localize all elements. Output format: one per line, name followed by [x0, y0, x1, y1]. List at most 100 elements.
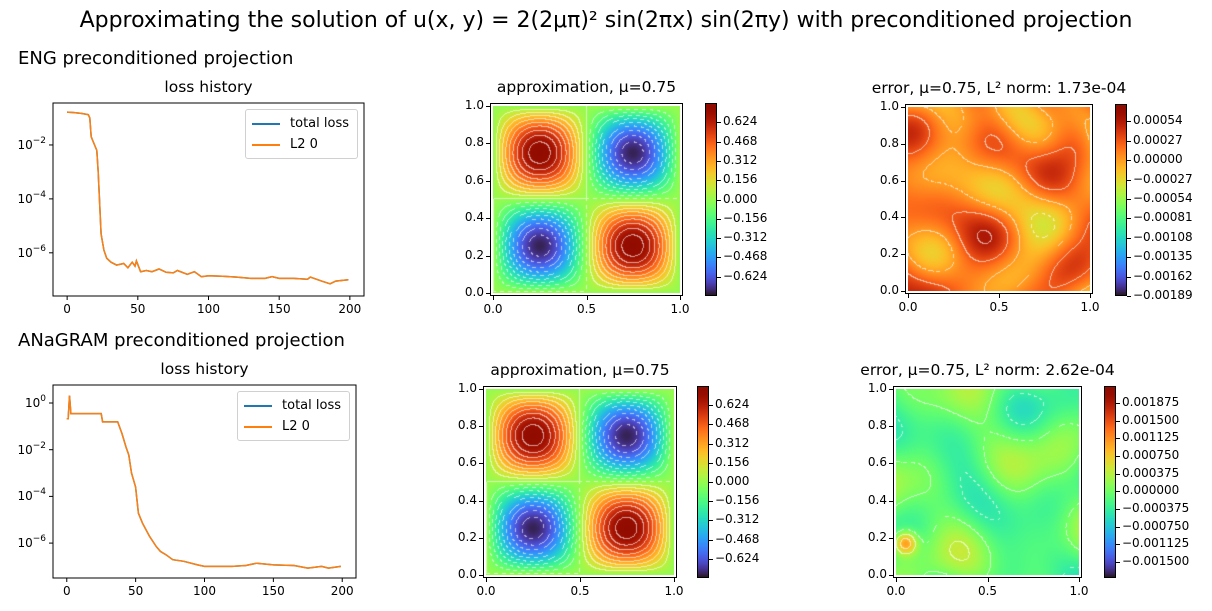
colorbar-tick-label: 0.468 — [723, 133, 758, 148]
colorbar-tick-label: 0.001500 — [1122, 412, 1180, 427]
colorbar-tick-label: 0.000750 — [1122, 448, 1180, 463]
x-tick-label: 150 — [261, 584, 285, 598]
colorbar-tick-mark — [709, 539, 713, 541]
y-tick-mark — [479, 389, 483, 390]
axes-frame — [490, 103, 683, 296]
x-tick-mark — [493, 296, 494, 300]
x-tick-label: 50 — [130, 302, 146, 316]
colorbar-tick-mark — [717, 218, 721, 220]
y-tick-mark — [486, 143, 490, 145]
y-tick-label: 10−6 — [17, 534, 46, 550]
colorbar-tick-mark — [717, 238, 721, 240]
legend-label: total loss — [290, 116, 349, 131]
y-tick-label: 100 — [25, 394, 46, 410]
axes-title: error, μ=0.75, L² norm: 2.62e-04 — [860, 361, 1115, 379]
series-line-l2-0 — [66, 395, 341, 569]
colorbar-tick-label: 0.00000 — [1133, 152, 1183, 167]
x-tick-label: 0.5 — [989, 300, 1009, 314]
x-tick-mark — [987, 578, 989, 582]
x-tick-label: 200 — [330, 584, 354, 598]
colorbar-tick-label: −0.00135 — [1133, 249, 1193, 264]
y-tick-base: 10 — [24, 395, 41, 410]
axes-frame — [905, 104, 1093, 294]
legend: total loss L2 0 — [245, 109, 358, 159]
x-tick-mark — [1090, 294, 1091, 298]
colorbar-tick-label: −0.468 — [723, 249, 768, 264]
y-tick-mark — [901, 143, 905, 145]
colorbar-tick-label: −0.00189 — [1133, 288, 1193, 302]
y-tick-label: 10−2 — [17, 441, 46, 457]
legend-item: L2 0 — [244, 416, 341, 437]
y-tick-label: 0.6 — [867, 455, 887, 470]
field-heatmap — [493, 106, 680, 293]
y-tick-mark — [479, 537, 483, 539]
colorbar-tick-label: −0.00162 — [1133, 268, 1193, 283]
x-tick-label: 50 — [127, 584, 144, 598]
y-tick-label: 0.4 — [879, 209, 899, 224]
legend-label: L2 0 — [282, 419, 310, 434]
legend: total loss L2 0 — [237, 391, 350, 441]
colorbar-tick-mark — [717, 199, 721, 201]
colorbar-tick-mark — [1116, 420, 1120, 422]
axes-title: loss history — [164, 78, 253, 96]
colorbar-tick-mark — [1127, 257, 1131, 259]
colorbar-tick-label: −0.001125 — [1122, 536, 1190, 551]
colorbar-tick-mark — [709, 424, 713, 426]
axes-title: error, μ=0.75, L² norm: 1.73e-04 — [871, 79, 1127, 97]
y-tick-mark — [889, 463, 893, 465]
y-tick-mark — [901, 291, 905, 292]
x-tick-mark — [486, 578, 487, 582]
y-tick-label: 0.0 — [457, 567, 477, 581]
legend-line-swatch — [252, 143, 281, 146]
colorbar — [697, 386, 709, 578]
y-tick-base: 10 — [17, 245, 33, 260]
colorbar-frame — [705, 103, 717, 296]
field-heatmap — [486, 389, 674, 575]
y-tick-mark — [901, 254, 905, 256]
y-tick-exponent: −4 — [32, 487, 46, 498]
y-tick-label: 0.2 — [457, 529, 477, 544]
x-tick-mark — [908, 294, 909, 298]
colorbar-frame — [697, 386, 709, 578]
y-tick-label: 1.0 — [457, 381, 477, 395]
legend-item: total loss — [244, 395, 341, 416]
y-tick-mark — [479, 463, 483, 465]
y-tick-exponent: −4 — [32, 189, 46, 200]
y-tick-mark — [901, 217, 905, 219]
row-label-anagram: ANaGRAM preconditioned projection — [18, 330, 345, 351]
y-tick-mark — [486, 255, 490, 257]
y-tick-label: 0.8 — [457, 418, 477, 433]
colorbar-tick-mark — [1116, 473, 1120, 475]
y-tick-label: 0.8 — [464, 135, 484, 150]
y-tick-label: 1.0 — [879, 99, 899, 113]
colorbar-tick-label: −0.624 — [723, 268, 768, 283]
colorbar-tick-mark — [717, 141, 721, 143]
x-tick-mark — [999, 294, 1000, 298]
colorbar-tick-mark — [717, 180, 721, 182]
x-tick-label: 0.5 — [570, 584, 590, 598]
y-tick-label: 1.0 — [464, 98, 484, 112]
y-tick-mark — [479, 426, 483, 428]
colorbar-tick-mark — [1127, 276, 1131, 278]
x-tick-label: 150 — [267, 302, 291, 316]
x-tick-label: 1.0 — [670, 302, 690, 316]
colorbar-tick-label: −0.00081 — [1133, 210, 1193, 225]
colorbar-tick-mark — [1127, 121, 1131, 123]
y-tick-label: 1.0 — [867, 381, 887, 395]
y-tick-mark — [479, 575, 483, 576]
y-tick-mark — [486, 218, 490, 220]
x-tick-mark — [674, 578, 675, 582]
colorbar-tick-label: −0.001500 — [1122, 554, 1190, 568]
colorbar-tick-mark — [709, 443, 713, 445]
x-tick-label: 200 — [338, 302, 362, 316]
y-tick-base: 10 — [17, 137, 33, 152]
colorbar-tick-mark — [717, 160, 721, 162]
x-tick-label: 0.5 — [977, 584, 998, 598]
colorbar-tick-mark — [1116, 403, 1120, 405]
x-tick-label: 1.0 — [664, 584, 684, 598]
colorbar-frame — [1104, 386, 1116, 578]
colorbar — [1115, 104, 1127, 296]
colorbar-tick-mark — [1116, 509, 1120, 511]
